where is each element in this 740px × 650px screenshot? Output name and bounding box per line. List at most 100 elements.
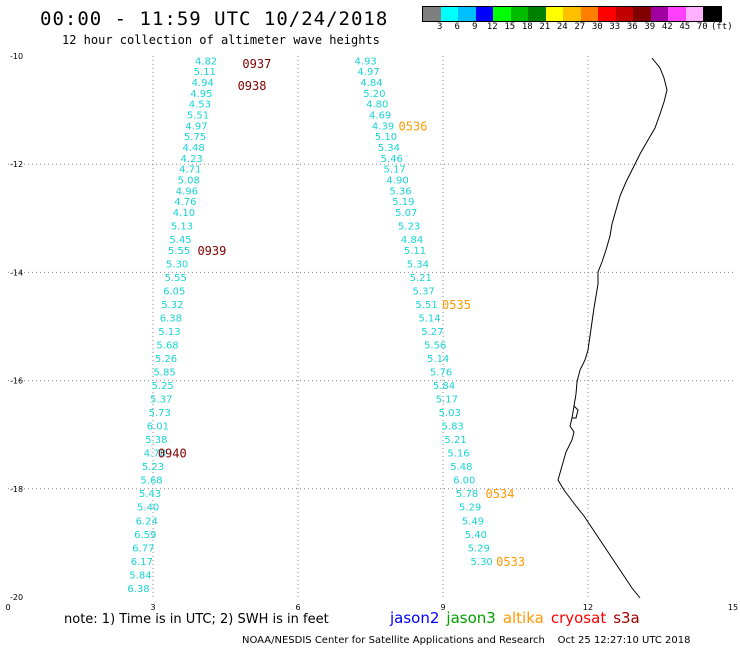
swh-point: 4.97 [185, 121, 207, 132]
y-tick-label: -16 [10, 377, 23, 386]
swh-point: 6.01 [147, 422, 169, 433]
swh-point: 5.19 [392, 197, 414, 208]
swh-point: 5.07 [395, 208, 417, 219]
swh-point: 5.11 [194, 67, 216, 78]
pass-time-labels: 0937 0938 0939 0940 0536 0535 0534 0533 [158, 57, 525, 569]
pass-time-label: 0938 [238, 79, 267, 93]
pass-time-label: 0535 [442, 298, 471, 312]
scale-label: 3 [437, 22, 443, 32]
swh-point: 5.51 [415, 300, 437, 311]
scale-swatch [458, 7, 476, 21]
swh-point: 4.96 [176, 186, 198, 197]
swh-point: 5.55 [165, 273, 187, 284]
pass-time-label: 0534 [486, 487, 515, 501]
swh-point: 6.05 [163, 286, 185, 297]
altimeter-points: 4.825.114.944.954.535.514.975.754.484.23… [127, 56, 492, 594]
swh-point: 6.00 [453, 476, 475, 487]
swh-point: 4.82 [195, 56, 217, 67]
scale-label: 21 [539, 22, 551, 32]
swh-point: 4.78 [144, 449, 166, 460]
swh-point: 5.03 [439, 408, 461, 419]
swh-point: 5.84 [433, 381, 455, 392]
scale-swatch [510, 7, 528, 21]
x-tick-label: 3 [150, 603, 155, 612]
swh-point: 5.32 [161, 300, 183, 311]
page-title: 00:00 - 11:59 UTC 10/24/2018 [40, 8, 389, 30]
scale-swatch [580, 7, 598, 21]
swh-point: 5.68 [140, 476, 162, 487]
swh-point: 4.90 [386, 175, 408, 186]
legend-item-jason2: jason2 [390, 609, 440, 627]
scale-label: 45 [679, 22, 691, 32]
swh-point: 5.49 [462, 516, 484, 527]
legend-item-s3a: s3a [613, 609, 640, 627]
color-scale-bar [422, 6, 722, 22]
swh-point: 4.53 [189, 100, 211, 111]
scale-label: 9 [472, 22, 478, 32]
swh-point: 5.37 [413, 286, 435, 297]
swh-point: 5.45 [169, 235, 191, 246]
swh-point: 5.48 [450, 462, 472, 473]
scale-swatch [493, 7, 511, 21]
scale-swatch [685, 7, 703, 21]
x-tick-label: 15 [728, 603, 738, 612]
swh-point: 5.51 [187, 111, 209, 122]
y-tick-label: -12 [10, 160, 23, 169]
credit-line: NOAA/NESDIS Center for Satellite Applica… [242, 635, 691, 646]
y-tick-label: -10 [10, 52, 23, 61]
swh-point: 4.48 [182, 143, 204, 154]
scale-swatch [545, 7, 563, 21]
swh-point: 5.78 [456, 489, 478, 500]
pass-time-label: 0536 [399, 119, 428, 133]
y-tick-label: -14 [10, 268, 23, 277]
swh-point: 5.68 [156, 340, 178, 351]
axis-labels: 0 3 6 9 12 15 -10 -12 -14 -16 -18 -20 [5, 52, 738, 612]
swh-point: 5.14 [427, 354, 449, 365]
swh-point: 5.40 [137, 503, 159, 514]
scale-swatch [563, 7, 581, 21]
swh-point: 4.23 [181, 154, 203, 165]
swh-point: 5.25 [152, 381, 174, 392]
swh-point: 5.85 [153, 367, 175, 378]
swh-point: 5.34 [407, 259, 429, 270]
page-subtitle: 12 hour collection of altimeter wave hei… [62, 33, 380, 47]
color-scale-labels: 3 6 9 12 15 18 21 24 27 30 33 36 39 42 45 70 (ft) [422, 22, 740, 34]
swh-point: 5.30 [166, 259, 188, 270]
satellite-legend: jason2 jason3 altika cryosat s3a [390, 609, 647, 627]
scale-swatch [703, 7, 721, 21]
swh-point: 4.97 [357, 67, 379, 78]
swh-point: 5.21 [410, 273, 432, 284]
swh-point: 5.56 [424, 340, 446, 351]
scale-label: 6 [454, 22, 460, 32]
swh-point: 5.36 [389, 186, 411, 197]
swh-point: 5.11 [404, 246, 426, 257]
y-tick-label: -18 [10, 485, 23, 494]
swh-point: 5.14 [418, 313, 440, 324]
swh-point: 5.27 [421, 327, 443, 338]
swh-point: 5.10 [375, 132, 397, 143]
scale-label: (ft) [711, 22, 733, 32]
swh-point: 4.10 [173, 208, 195, 219]
coastline-inlet [572, 405, 579, 419]
legend-item-cryosat: cryosat [550, 609, 607, 627]
swh-point: 4.94 [192, 78, 214, 89]
swh-point: 5.17 [384, 165, 406, 176]
swh-point: 5.83 [442, 422, 464, 433]
swh-point: 5.23 [142, 462, 164, 473]
swh-point: 5.30 [471, 557, 493, 568]
pass-time-label: 0939 [197, 244, 226, 258]
swh-point: 5.08 [178, 175, 200, 186]
y-tick-label: -20 [10, 593, 23, 602]
swh-point: 5.29 [468, 543, 490, 554]
scale-swatch [668, 7, 686, 21]
scale-swatch [615, 7, 633, 21]
pass-time-label: 0937 [242, 57, 271, 71]
scale-label: 18 [521, 22, 533, 32]
swh-point: 6.77 [132, 543, 154, 554]
swh-point: 5.75 [184, 132, 206, 143]
swh-point: 6.17 [131, 557, 153, 568]
pass-time-label: 0533 [496, 555, 525, 569]
scale-label: 36 [626, 22, 638, 32]
scale-label: 24 [556, 22, 568, 32]
swh-point: 4.84 [401, 235, 423, 246]
